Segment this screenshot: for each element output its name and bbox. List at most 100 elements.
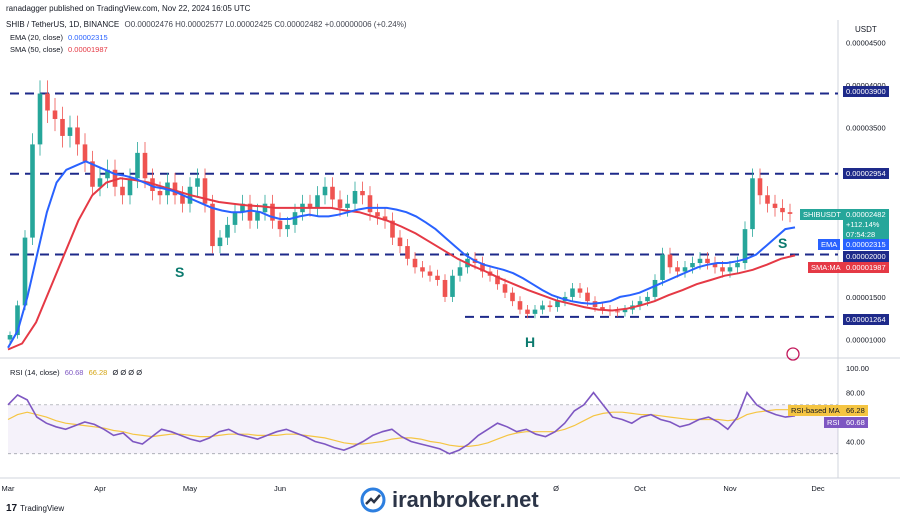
symbol-line: SHIB / TetherUS, 1D, BINANCE O0.00002476… (6, 20, 407, 29)
tradingview-logo-icon: 17 (6, 503, 18, 514)
time-tick-label: Mar (2, 484, 15, 493)
candle-body (240, 203, 245, 213)
price-candle (540, 300, 545, 315)
alert-icon (786, 347, 800, 361)
candle-body (180, 195, 185, 204)
rsi-band (8, 404, 838, 454)
price-candle (382, 208, 388, 229)
candle-body (600, 307, 605, 310)
candle-body (360, 191, 365, 196)
candle-body (367, 195, 373, 213)
candle-body (225, 224, 230, 238)
candle-body (45, 93, 50, 111)
price-candle (255, 203, 260, 229)
rsi-legend-value: 60.68 (64, 368, 84, 377)
price-change: +112.14% (846, 220, 880, 229)
price-candle (765, 186, 770, 213)
price-candle (420, 260, 425, 278)
price-candle (652, 274, 658, 303)
price-candle (22, 230, 28, 311)
candle-body (157, 191, 163, 196)
candle-body (525, 309, 530, 314)
ema-price-badge: 0.00002315 (843, 239, 889, 250)
sma-price-badge: 0.00001987 (843, 262, 889, 273)
candle-body (195, 178, 200, 187)
price-tick-label: 0.00003500 (846, 123, 886, 132)
level-1264-badge: 0.00001264 (843, 314, 889, 325)
symbol-badge: SHIBUSDT (800, 209, 844, 220)
price-candle (97, 168, 103, 197)
ema20-line (7, 160, 796, 349)
price-candle (352, 181, 358, 213)
ema-legend-value: 0.00002315 (68, 33, 108, 42)
price-candle (337, 190, 343, 217)
bar-countdown: 07:54:28 (846, 230, 876, 239)
price-candle (622, 305, 628, 317)
candle-body (645, 296, 650, 302)
price-candle (37, 80, 43, 156)
candle-body (315, 195, 320, 208)
price-candle (675, 260, 680, 278)
price-candle (525, 305, 530, 319)
candle-body (765, 195, 770, 204)
tradingview-brand-label: TradingView (20, 504, 65, 513)
candle-body (405, 246, 410, 259)
candle-body (652, 279, 658, 297)
rsi-ma-tag: RSI-based MA (788, 405, 843, 416)
price-candle (615, 306, 620, 317)
candle-body (517, 301, 523, 310)
rsi-badge: 60.68 (843, 417, 868, 428)
price-candle (742, 221, 748, 270)
candle-body (705, 258, 710, 264)
level-2000-badge: 0.00002000 (843, 251, 889, 262)
candle-body (352, 191, 358, 204)
candle-body (7, 335, 13, 340)
price-candle (532, 305, 538, 319)
level-3900-badge: 0.00003900 (843, 86, 889, 97)
candle-body (720, 267, 725, 272)
candle-body (675, 267, 680, 272)
tradingview-brand[interactable]: 17 TradingView (6, 503, 64, 514)
candle-body (420, 267, 425, 272)
candle-body (577, 288, 583, 293)
rsi-legend-label: RSI (14, close) (10, 368, 60, 377)
ema-legend[interactable]: EMA (20, close) 0.00002315 (10, 33, 108, 42)
candle-body (750, 178, 755, 230)
candle-body (262, 203, 268, 213)
candle-body (97, 178, 103, 187)
candle-body (772, 203, 778, 208)
rsi-legend-extra: Ø Ø Ø Ø (112, 368, 143, 377)
price-candle (82, 133, 88, 172)
price-candle (600, 302, 605, 315)
price-candle (375, 203, 380, 225)
rsi-legend[interactable]: RSI (14, close) 60.68 66.28 Ø Ø Ø Ø (10, 368, 142, 377)
candle-body (727, 267, 733, 272)
price-candle (30, 133, 35, 246)
candle-body (75, 127, 80, 145)
sma-legend-label: SMA (50, close) (10, 45, 63, 54)
candle-body (255, 212, 260, 221)
candle-body (337, 199, 343, 208)
candle-body (540, 305, 545, 310)
candle-body (142, 152, 148, 179)
time-tick-label: Dec (811, 484, 825, 493)
price-candle (705, 252, 710, 270)
price-candle (120, 177, 125, 205)
price-candle (502, 278, 508, 298)
candle-body (52, 110, 58, 119)
candle-body (570, 288, 575, 297)
time-tick-label: Nov (723, 484, 737, 493)
price-candle (442, 274, 448, 303)
sma-tag: SMA:MA (808, 262, 844, 273)
candle-body (442, 279, 448, 297)
candle-body (37, 93, 43, 145)
price-candle (682, 260, 688, 278)
right-shoulder-label: S (778, 235, 787, 251)
time-tick-label: Apr (94, 484, 106, 493)
candle-body (495, 275, 500, 285)
price-candle (435, 269, 440, 286)
candle-body (277, 220, 283, 230)
symbol-name: SHIB / TetherUS, 1D, BINANCE (6, 20, 120, 29)
ohlc-values: O0.00002476 H0.00002577 L0.00002425 C0.0… (124, 20, 407, 29)
sma-legend[interactable]: SMA (50, close) 0.00001987 (10, 45, 108, 54)
